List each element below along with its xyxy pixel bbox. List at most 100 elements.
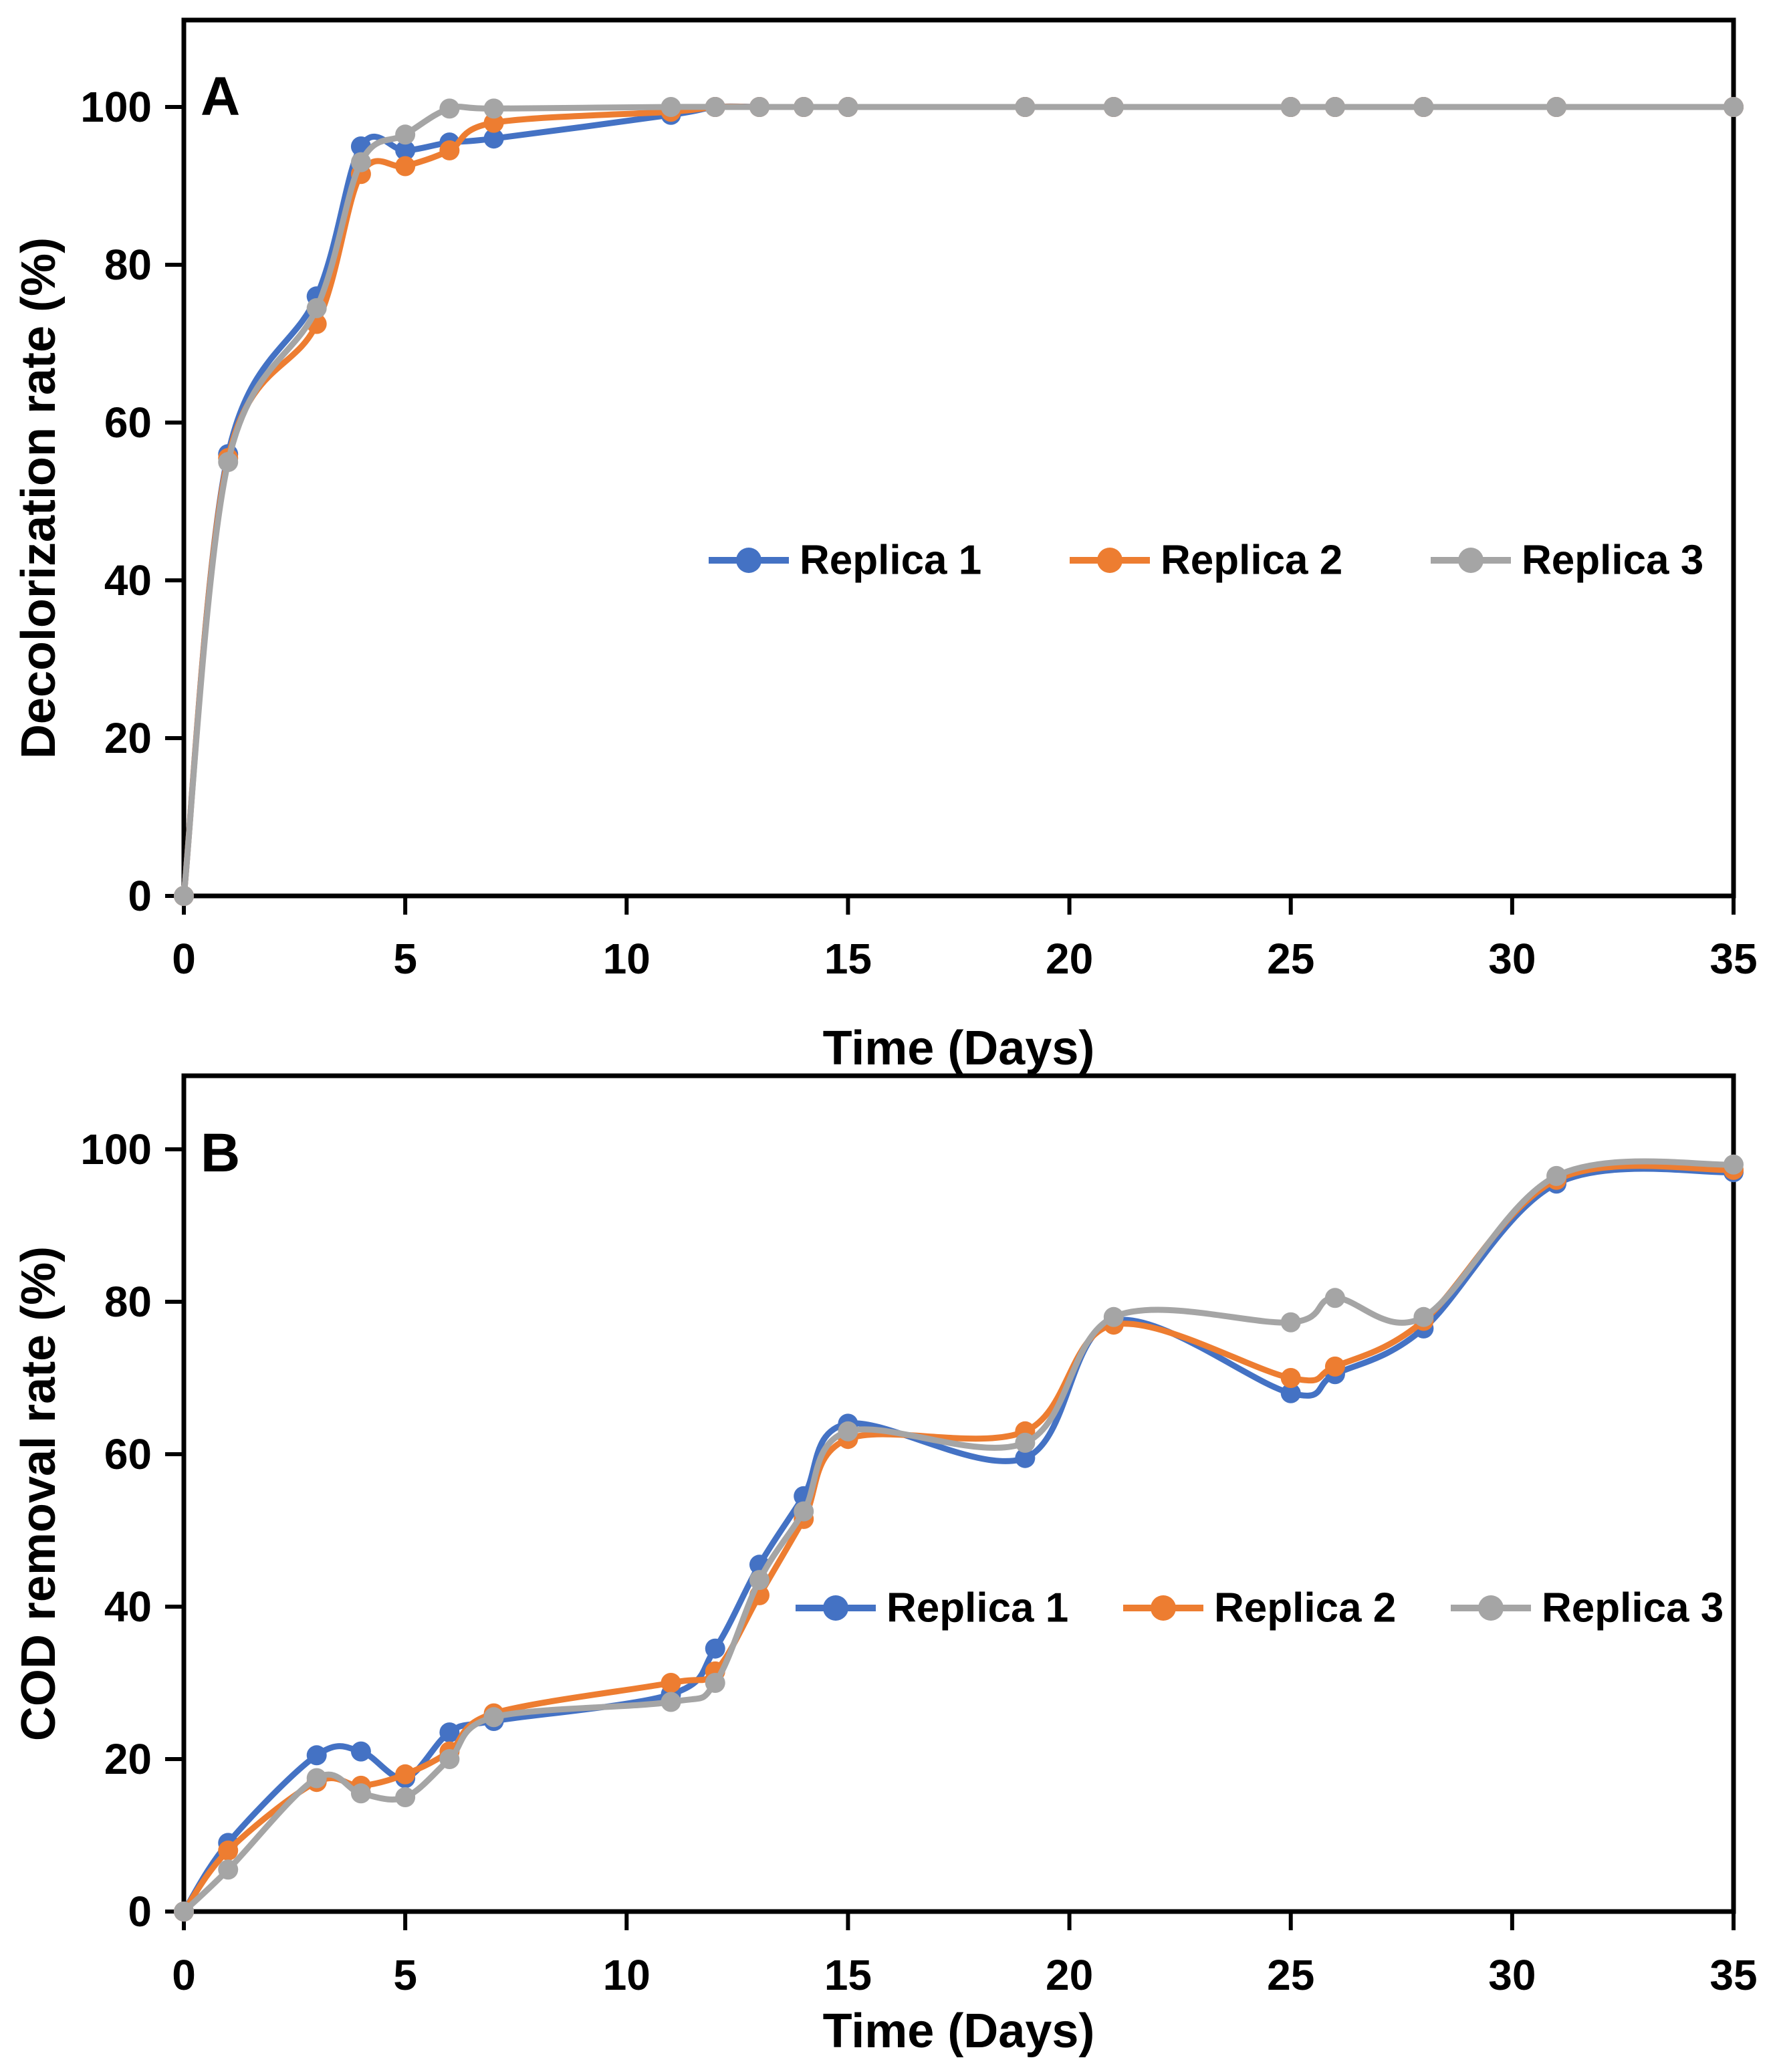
panel-a-x-tick-label: 15 [824,935,872,983]
panel-a-series-replica-3-marker [1724,97,1744,117]
panel-a-series-replica-3-marker [483,98,504,119]
panel-b-series-replica-2-marker [1280,1368,1301,1388]
panel-a-series-replica-1-line [181,103,1737,899]
panel-a-series-replica-3-marker [838,97,858,117]
panel-b-y-tick-label: 60 [104,1430,152,1478]
panel-a-series-replica-3-marker [439,98,460,119]
panel-b-series-replica-3-marker [395,1787,416,1807]
panel-a-series-replica-3-marker [794,97,814,117]
panel-a-x-tick-label: 5 [393,935,417,983]
panel-a-series-replica-3-marker [705,97,725,117]
panel-b-y-tick-label: 20 [104,1735,152,1783]
panel-a-x-tick-label: 35 [1709,935,1757,983]
panel-a-series-replica-3-line [181,104,1737,899]
panel-b-y-tick-label: 80 [104,1278,152,1326]
panel-b-series-replica-3-marker [1546,1165,1567,1186]
panel-a-legend-label: Replica 2 [1161,538,1342,584]
panel-b-series-replica-3-marker [661,1692,681,1712]
panel-b-series-replica-3-marker [1324,1288,1345,1308]
panel-a-series-replica-2-line [181,103,1737,899]
panel-a-series-replica-1-marker [483,128,504,149]
panel-b-series-replica-3-marker [705,1673,725,1693]
panel-a-series-replica-3-marker [1413,97,1434,117]
panel-b-series-replica-2-marker [661,1673,681,1693]
panel-b-x-tick-label: 35 [1709,1951,1757,1999]
panel-b-y-axis-title: COD removal rate (%) [12,1246,66,1741]
panel-b-series-replica-3-marker [306,1768,327,1789]
panel-a-x-tick-label: 20 [1046,935,1093,983]
panel-a-border [181,17,1736,899]
panel-a-x-tick-label: 0 [172,935,196,983]
panel-b-legend-marker-icon [823,1595,848,1621]
panel-a-legend-item-replica-1: Replica 1 [709,538,981,584]
panel-b-series-replica-2-marker [1324,1356,1345,1377]
panel-b-series-replica-3-line [181,1158,1737,1915]
panel-a-series-replica-3-marker [1015,97,1036,117]
panel-a-x-axis-title: Time (Days) [823,1022,1095,1075]
panel-b-series-replica-3-marker [439,1749,460,1769]
panel-b-series-replica-1-marker [1015,1448,1036,1468]
panel-b-legend-item-replica-1: Replica 1 [796,1585,1068,1631]
panel-b-series-replica-3-marker [350,1783,371,1804]
panel-a-letter: A [201,66,240,127]
panel-b-series-replica-3-marker [1413,1306,1434,1327]
panel-a-series-replica-3-marker [749,97,769,117]
panel-b-legend-item-replica-2: Replica 2 [1123,1585,1396,1631]
panel-a-series-replica-2-marker [439,140,460,160]
panel-b-y-tick-label: 0 [128,1887,152,1936]
panel-b-series-replica-3-marker [749,1570,769,1591]
panel-a-series-replica-3-marker [306,298,327,318]
panel-b-series-replica-1-marker [306,1745,327,1766]
panel-b-series-replica-1-marker [350,1741,371,1762]
panel-b-y-tick-label: 100 [80,1125,152,1173]
panel-a-plot: 0 20 40 60 80 100 0 5 10 15 20 25 30 35 Replica 1 Repli… [80,17,1758,983]
panel-b-series-replica-3-marker [1724,1154,1744,1175]
panel-b-legend-marker-icon [1478,1595,1504,1621]
panel-a-y-tick-label: 100 [80,83,152,131]
panel-b-letter: B [201,1123,240,1183]
panel-b-x-tick-label: 0 [172,1951,196,1999]
panel-a-legend-marker-icon [1458,548,1484,573]
panel-a-series-replica-3-marker [174,886,194,906]
panel-b-series-replica-1-marker [705,1638,725,1659]
panel-a-series-replica-3-marker [395,124,416,145]
panel-b-x-tick-label: 30 [1488,1951,1536,1999]
panel-b-series-replica-3-marker [1280,1312,1301,1333]
panel-a-legend-marker-icon [736,548,761,573]
panel-b-series-replica-3-marker [218,1859,239,1880]
panel-a-series-replica-3-marker [1103,97,1124,117]
panel-b-series-replica-3-marker [838,1421,858,1442]
panel-a-series-replica-3-marker [1280,97,1301,117]
panel-b-y-tick-label: 40 [104,1583,152,1631]
panel-a-x-tick-label: 10 [603,935,650,983]
panel-b-series-replica-3-marker [174,1902,194,1922]
panel-a-series-replica-3-marker [350,152,371,172]
panel-b-series-replica-1-line [181,1165,1737,1915]
panel-b-series-replica-3-marker [794,1501,814,1522]
panel-a-y-axis-title: Decolorization rate (%) [12,237,66,759]
panel-a-legend-item-replica-3: Replica 3 [1431,538,1703,584]
panel-b-x-tick-label: 20 [1046,1951,1093,1999]
panel-b-border [181,1073,1736,1914]
panel-b-x-tick-label: 10 [603,1951,650,1999]
panel-a-series-replica-2-marker [395,156,416,177]
panel-a-series-replica-3-marker [661,97,681,117]
panel-a-series-replica-1-marker [395,140,416,160]
panel-a-legend-item-replica-2: Replica 2 [1070,538,1342,584]
panel-b-x-tick-label: 15 [824,1951,872,1999]
panel-a-y-tick-label: 20 [104,714,152,762]
panel-a-x-tick-label: 25 [1267,935,1314,983]
panel-a-x-tick-label: 30 [1488,935,1536,983]
panel-a-y-tick-label: 60 [104,398,152,447]
panel-a-legend-label: Replica 3 [1522,538,1703,584]
panel-b-x-tick-label: 25 [1267,1951,1314,1999]
panel-a-y-tick-label: 0 [128,872,152,920]
panel-b-series-replica-1-marker [1280,1383,1301,1403]
panel-a-series-replica-3-marker [218,452,239,472]
panel-a-series-replica-2-marker [483,112,504,133]
panel-b-series-replica-2-marker [218,1840,239,1861]
panel-b-series-replica-2-marker [395,1764,416,1785]
panel-b-legend-label: Replica 1 [886,1585,1068,1631]
panel-b-legend-label: Replica 3 [1542,1585,1724,1631]
